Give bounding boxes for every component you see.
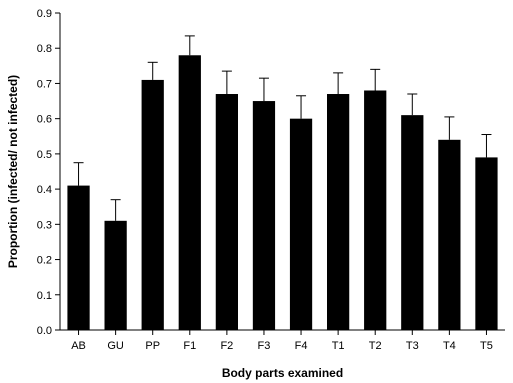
bar-t4 [438,139,461,330]
y-tick-label: 0.8 [37,43,52,55]
bar-t3 [401,115,424,331]
x-tick-label: GU [107,340,124,352]
x-axis-title: Body parts examined [222,366,343,380]
y-tick-label: 0.4 [37,184,52,196]
x-tick-label: F4 [295,340,308,352]
x-tick-label: T4 [443,340,456,352]
y-tick-label: 0.2 [37,255,52,267]
y-axis-title: Proportion (infected/ not infected) [6,75,20,268]
y-tick-label: 0.3 [37,219,52,231]
x-tick-label: AB [71,340,86,352]
x-tick-label: PP [145,340,160,352]
bar-f3 [252,101,276,330]
y-tick-label: 0.9 [37,8,52,20]
bar-gu [104,220,127,330]
bar-t5 [475,157,498,330]
bar-pp [141,79,164,330]
bar-ab [67,185,90,330]
x-tick-label: F2 [220,340,233,352]
x-tick-label: T5 [480,340,493,352]
x-tick-label: T2 [369,340,382,352]
x-tick-label: T3 [406,340,419,352]
x-tick-label: F3 [258,340,271,352]
y-tick-label: 0.6 [37,114,52,126]
x-axis-ticks: AB GU PP F1 F2 F3 F4 T1 T2 T3 T4 T5 [71,330,493,352]
error-bars-group [73,35,492,221]
y-tick-label: 0.1 [37,290,52,302]
bars-group [67,55,498,331]
bar-f4 [289,118,313,331]
bar-f2 [215,94,238,330]
bar-f1 [178,55,201,331]
x-tick-label: F1 [183,340,196,352]
y-tick-label: 0.5 [37,149,52,161]
y-tick-label: 0.7 [37,78,52,90]
y-tick-label: 0.0 [37,325,52,337]
bar-t1 [327,94,350,330]
bar-t2 [364,90,387,330]
x-tick-label: T1 [332,340,345,352]
y-axis-ticks: 0.0 0.1 0.2 0.3 0.4 0.5 0.6 0.7 0.8 0.9 [37,8,60,337]
